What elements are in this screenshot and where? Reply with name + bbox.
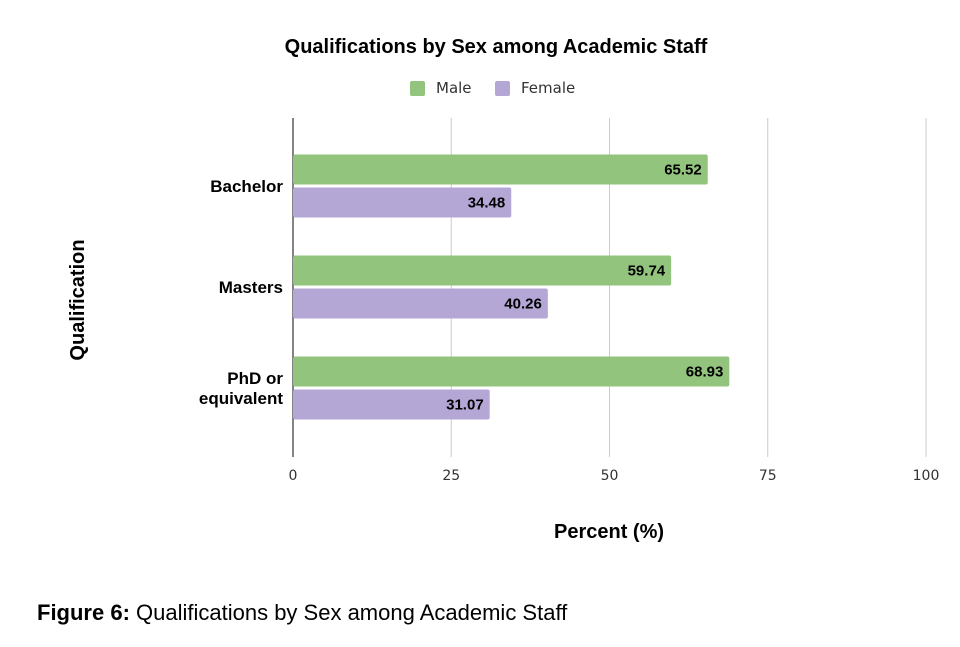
legend: Male Female (410, 79, 575, 97)
caption-text: Qualifications by Sex among Academic Sta… (129, 600, 568, 625)
bar-female (293, 288, 548, 319)
data-label: 68.93 (686, 364, 724, 381)
bar-male (293, 255, 672, 286)
bar-chart: Qualifications by Sex among Academic Sta… (67, 36, 940, 543)
category-label: Bachelor (210, 177, 283, 196)
x-axis-title: Percent (%) (554, 521, 664, 543)
bars: 65.52 34.48 59.74 40.26 68.93 31.07 (293, 154, 730, 420)
data-label: 40.26 (504, 296, 542, 313)
category-label: PhD or (227, 369, 283, 388)
legend-label-male: Male (436, 79, 472, 97)
bar-male (293, 154, 708, 185)
chart-title: Qualifications by Sex among Academic Sta… (285, 36, 708, 58)
figure-caption: Figure 6: Qualifications by Sex among Ac… (37, 600, 567, 626)
legend-label-female: Female (521, 79, 575, 97)
category-label: Masters (219, 278, 283, 297)
data-label: 65.52 (664, 162, 702, 179)
data-label: 34.48 (468, 195, 506, 212)
x-tick-label: 100 (913, 468, 940, 484)
bar-female (293, 187, 512, 218)
bar-female (293, 389, 490, 420)
x-tick-labels: 0 25 50 75 100 (289, 468, 940, 484)
legend-swatch-male (410, 81, 425, 96)
caption-label: Figure 6: (37, 600, 130, 625)
category-label: equivalent (199, 389, 283, 408)
bar-male (293, 356, 730, 387)
legend-swatch-female (495, 81, 510, 96)
x-tick-label: 50 (601, 468, 619, 484)
x-tick-label: 0 (289, 468, 298, 484)
data-label: 59.74 (628, 263, 666, 280)
data-label: 31.07 (446, 397, 484, 414)
y-axis-title: Qualification (67, 239, 89, 360)
x-tick-label: 25 (442, 468, 460, 484)
x-tick-label: 75 (759, 468, 777, 484)
